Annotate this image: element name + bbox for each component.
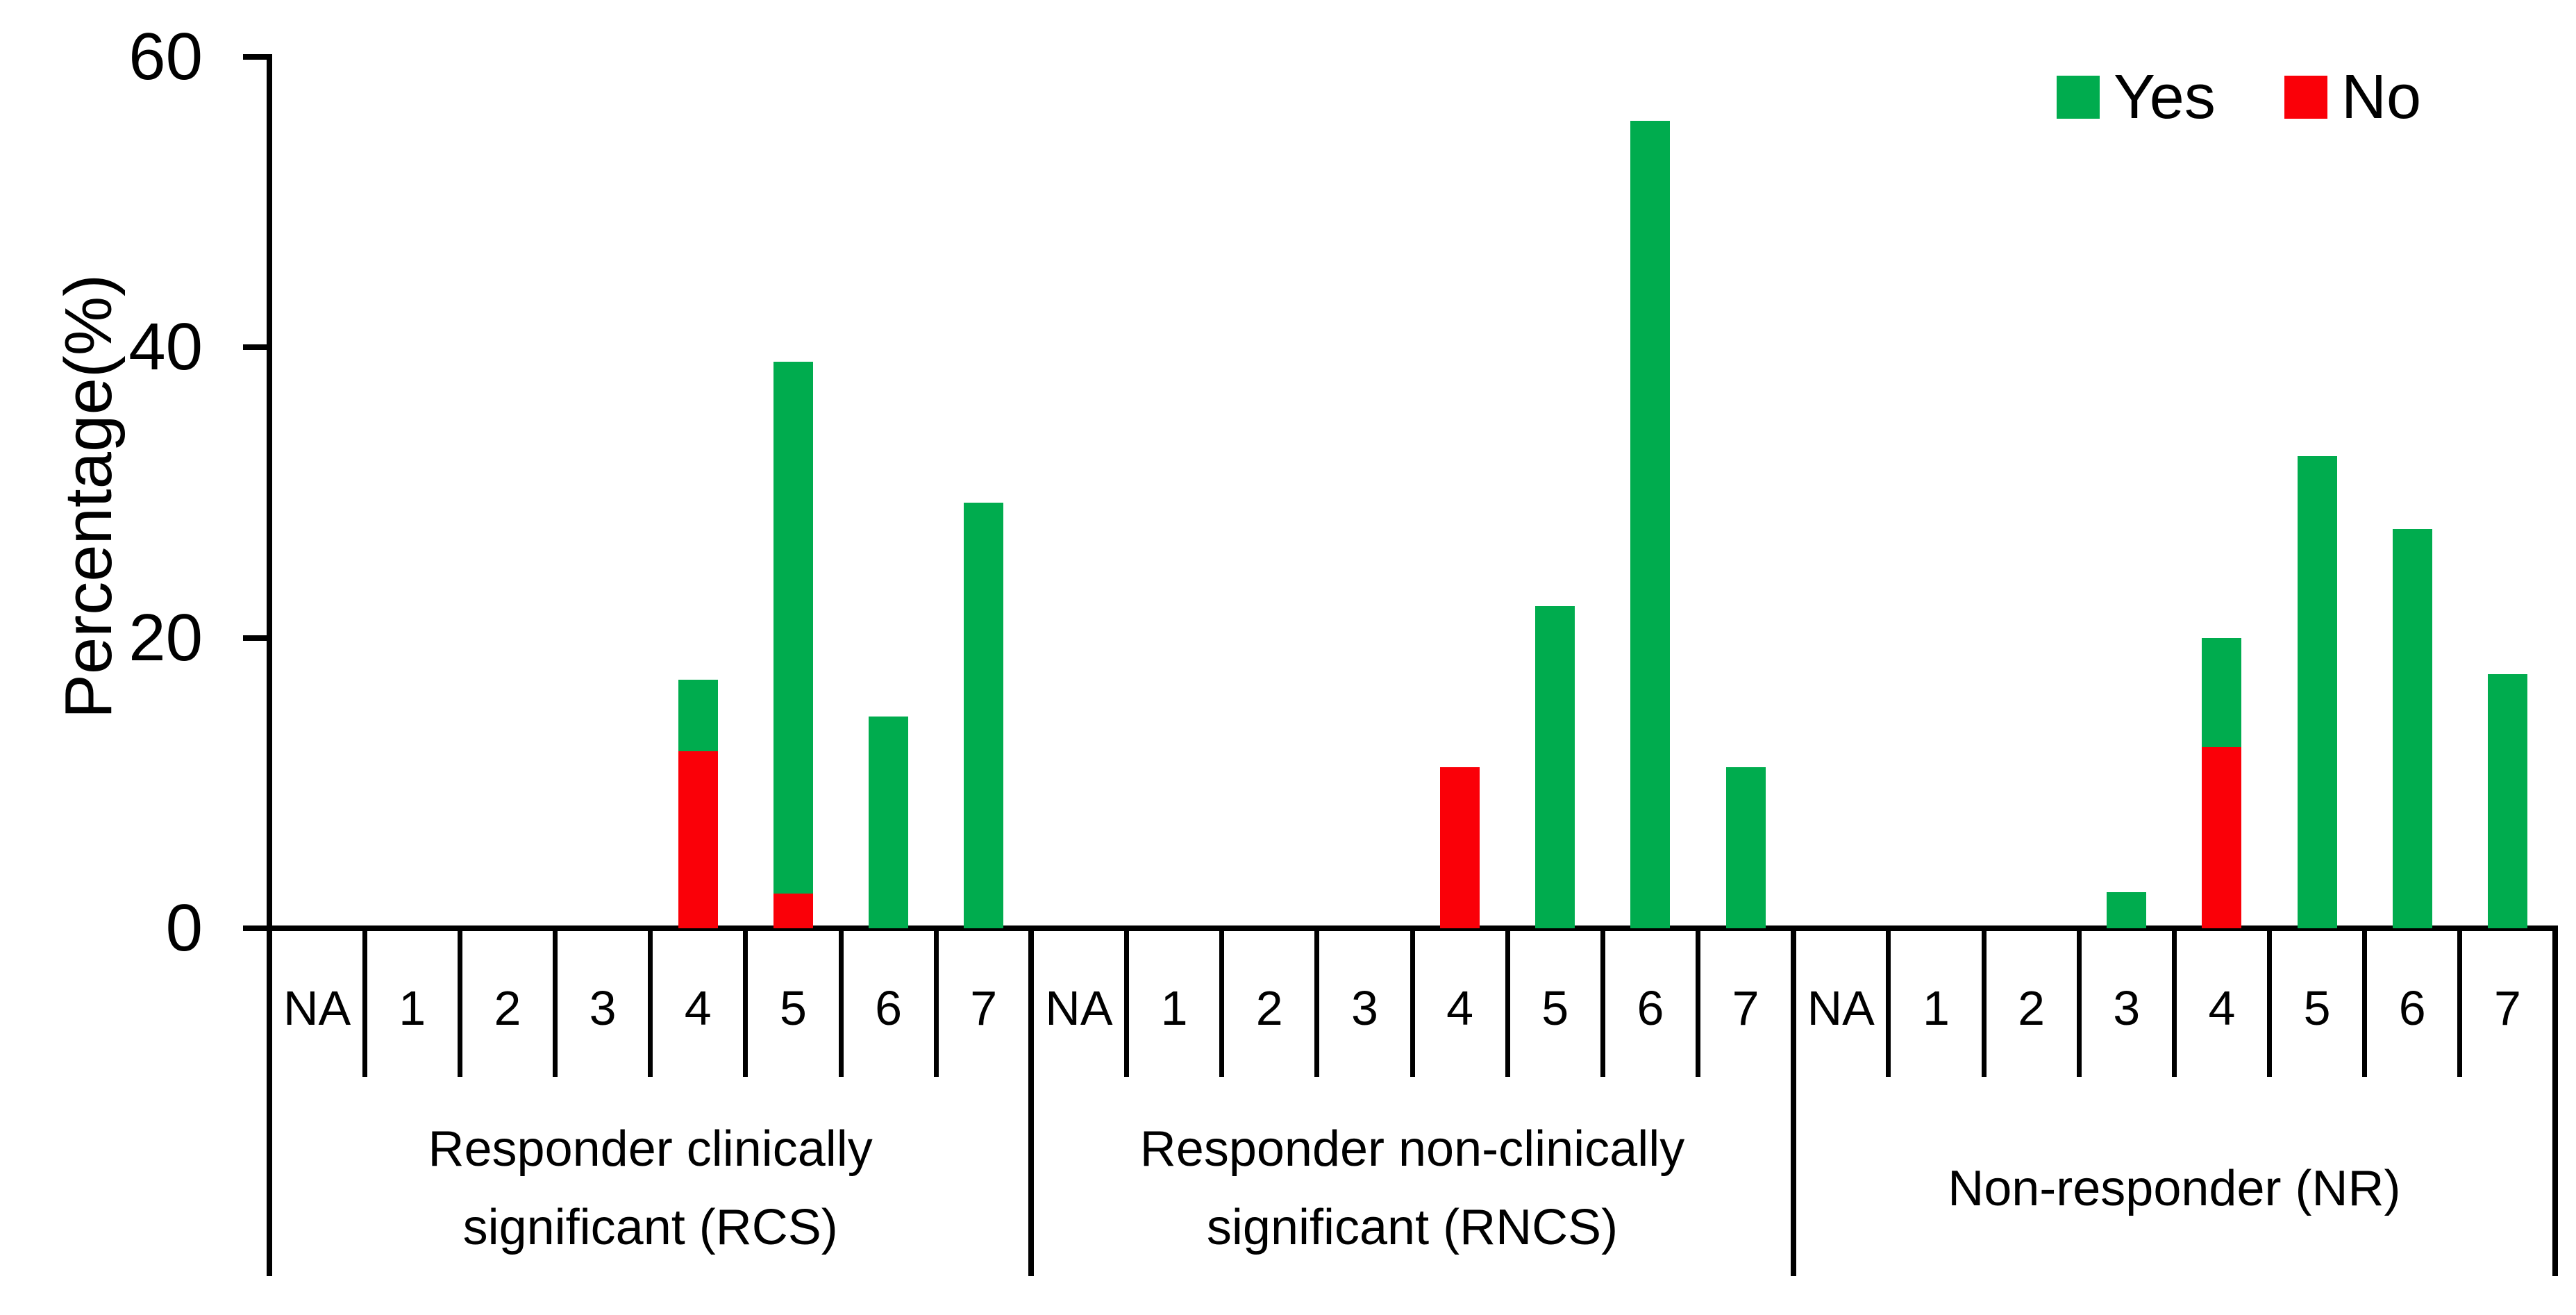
bar-segment-no [773, 893, 813, 928]
bar-segment-yes [2202, 637, 2242, 747]
category-separator [1410, 928, 1415, 1077]
group-label: significant (RCS) [462, 1200, 838, 1255]
bar-segment-yes [2392, 528, 2432, 928]
y-tick-label: 60 [128, 19, 203, 94]
bar-segment-yes [2297, 456, 2337, 928]
x-category-label: 3 [589, 981, 617, 1035]
category-separator [2457, 928, 2463, 1077]
x-category-label: 7 [970, 981, 998, 1035]
x-category-label: NA [283, 981, 351, 1035]
bar-segment-yes [678, 680, 718, 751]
y-axis-line [267, 54, 272, 1276]
y-tick-label: 0 [165, 891, 203, 965]
category-separator [1314, 928, 1320, 1077]
legend-item-yes: Yes [2057, 66, 2216, 128]
bar-segment-yes [869, 716, 909, 928]
bar-segment-yes [2107, 891, 2147, 928]
y-tick [243, 344, 272, 351]
bar-segment-no [678, 751, 718, 928]
x-category-label: 4 [684, 981, 712, 1035]
bar-segment-yes [1535, 605, 1575, 928]
group-label: significant (RNCS) [1206, 1200, 1619, 1255]
y-axis-title: Percentage(%) [51, 274, 126, 719]
bar-segment-yes [964, 503, 1004, 928]
category-separator [1981, 928, 1987, 1077]
x-category-label: NA [1045, 981, 1113, 1035]
bar-segment-yes [1630, 121, 1671, 928]
bar-segment-yes [773, 362, 813, 894]
bar-segment-yes [2487, 673, 2527, 928]
x-category-label: 3 [1350, 981, 1378, 1035]
y-tick-label: 40 [128, 310, 203, 385]
category-separator [1886, 928, 1891, 1077]
x-category-label: 1 [399, 981, 426, 1035]
category-separator [457, 928, 462, 1077]
x-category-label: 5 [2303, 981, 2331, 1035]
bar-segment-no [1440, 767, 1480, 928]
category-separator [2267, 928, 2272, 1077]
category-separator [1696, 928, 1700, 1077]
x-category-label: 5 [779, 981, 807, 1035]
category-separator [2076, 928, 2082, 1077]
legend-label-no: No [2341, 62, 2422, 132]
category-separator [1600, 928, 1605, 1077]
group-label: Non-responder (NR) [1948, 1161, 2401, 1216]
group-boundary-line [2552, 928, 2558, 1276]
x-category-label: 7 [2493, 981, 2521, 1035]
x-category-label: 6 [2398, 981, 2426, 1035]
x-category-label: 6 [1637, 981, 1664, 1035]
group-boundary-line [1028, 928, 1035, 1276]
x-category-label: NA [1807, 981, 1875, 1035]
x-category-label: 2 [494, 981, 521, 1035]
x-category-label: 1 [1922, 981, 1950, 1035]
category-separator [2362, 928, 2368, 1077]
category-separator [2171, 928, 2177, 1077]
category-separator [933, 928, 939, 1077]
legend-item-no: No [2284, 66, 2421, 128]
legend-swatch-no-icon [2284, 76, 2327, 119]
category-separator [553, 928, 558, 1077]
category-separator [362, 928, 367, 1077]
x-axis-line [243, 925, 2558, 931]
category-separator [838, 928, 844, 1077]
category-separator [743, 928, 748, 1077]
x-category-label: 4 [1446, 981, 1474, 1035]
category-separator [648, 928, 653, 1077]
x-category-label: 4 [2208, 981, 2236, 1035]
x-category-label: 2 [1255, 981, 1283, 1035]
legend-label-yes: Yes [2114, 62, 2216, 132]
bar-segment-yes [1725, 767, 1766, 928]
bar-segment-no [2202, 746, 2242, 928]
x-category-label: 1 [1160, 981, 1188, 1035]
x-category-label: 3 [2113, 981, 2141, 1035]
y-tick [243, 54, 272, 60]
x-category-label: 2 [2018, 981, 2046, 1035]
y-tick [243, 635, 272, 641]
category-separator [1219, 928, 1225, 1077]
group-label: Responder clinically [428, 1121, 873, 1177]
category-separator [1505, 928, 1510, 1077]
group-boundary-line [1790, 928, 1796, 1276]
x-category-label: 5 [1541, 981, 1569, 1035]
group-label: Responder non-clinically [1139, 1121, 1685, 1177]
category-separator [1124, 928, 1129, 1077]
x-category-label: 6 [875, 981, 903, 1035]
y-tick-label: 20 [128, 600, 203, 675]
legend-swatch-yes-icon [2057, 76, 2100, 119]
x-category-label: 7 [1732, 981, 1759, 1035]
